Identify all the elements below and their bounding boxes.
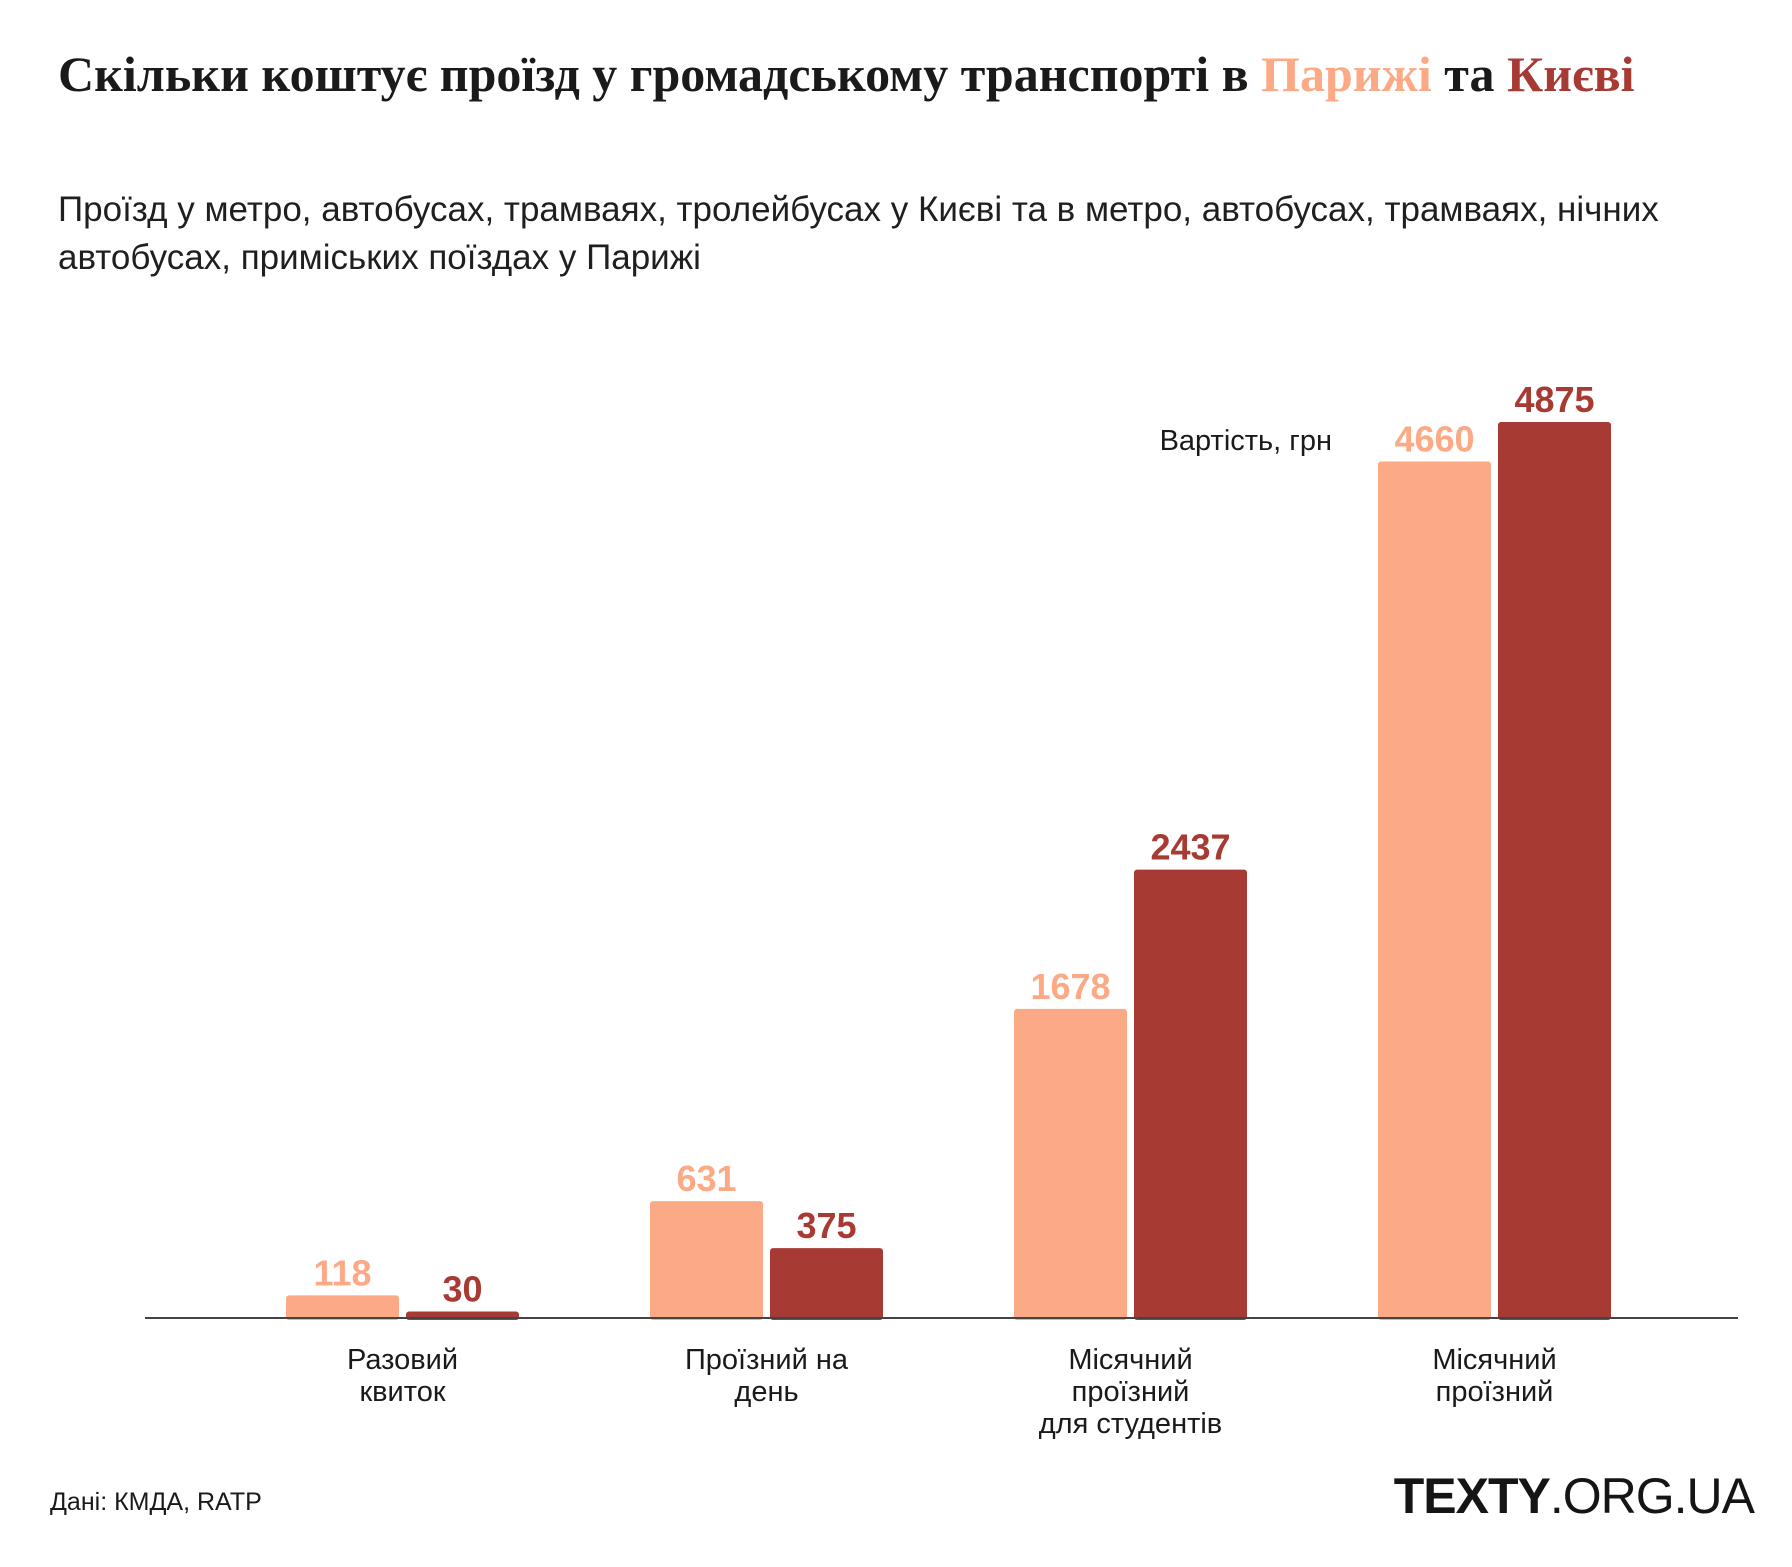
title-part1: Скільки коштує проїзд у громадському тра… bbox=[58, 46, 1249, 102]
category-label: Місячний bbox=[1432, 1344, 1556, 1376]
data-label: 2437 bbox=[1150, 827, 1230, 868]
title-kyiv: Києві bbox=[1506, 46, 1635, 102]
y-axis-unit-label: Вартість, грн bbox=[1160, 425, 1332, 457]
title-paris: Парижі bbox=[1261, 46, 1432, 102]
data-label: 4660 bbox=[1394, 418, 1474, 459]
chart-title: Скільки коштує проїзд у громадському тра… bbox=[58, 42, 1758, 106]
data-label: 4875 bbox=[1514, 379, 1594, 420]
bar bbox=[1014, 1008, 1127, 1320]
category-label: Проїзний на bbox=[685, 1344, 849, 1376]
bar bbox=[650, 1201, 763, 1320]
category-label: день bbox=[734, 1376, 798, 1408]
category-label: для студентів bbox=[1039, 1408, 1222, 1440]
title-part2: та bbox=[1444, 46, 1495, 102]
data-label: 375 bbox=[796, 1205, 856, 1246]
chart-subtitle: Проїзд у метро, автобусах, трамваях, тро… bbox=[58, 190, 1659, 277]
bar bbox=[1378, 461, 1491, 1320]
bar bbox=[770, 1248, 883, 1320]
data-label: 1678 bbox=[1030, 966, 1110, 1007]
data-label: 118 bbox=[313, 1252, 371, 1293]
logo-domain: .ORG.UA bbox=[1549, 1468, 1755, 1524]
bar bbox=[286, 1295, 399, 1320]
bar bbox=[1134, 869, 1247, 1320]
data-source: Дані: КМДА, RATP bbox=[50, 1488, 262, 1516]
category-label: проїзний bbox=[1072, 1376, 1190, 1408]
data-label: 631 bbox=[676, 1158, 736, 1199]
texty-logo: TEXTY.ORG.UA bbox=[1393, 1467, 1755, 1525]
category-label: квиток bbox=[359, 1376, 445, 1408]
bar bbox=[1498, 422, 1611, 1320]
data-label: 30 bbox=[442, 1268, 482, 1309]
logo-brand: TEXTY bbox=[1393, 1468, 1551, 1524]
category-label: Місячний bbox=[1068, 1344, 1192, 1376]
category-label: проїзний bbox=[1436, 1376, 1554, 1408]
category-label: Разовий bbox=[347, 1344, 458, 1376]
